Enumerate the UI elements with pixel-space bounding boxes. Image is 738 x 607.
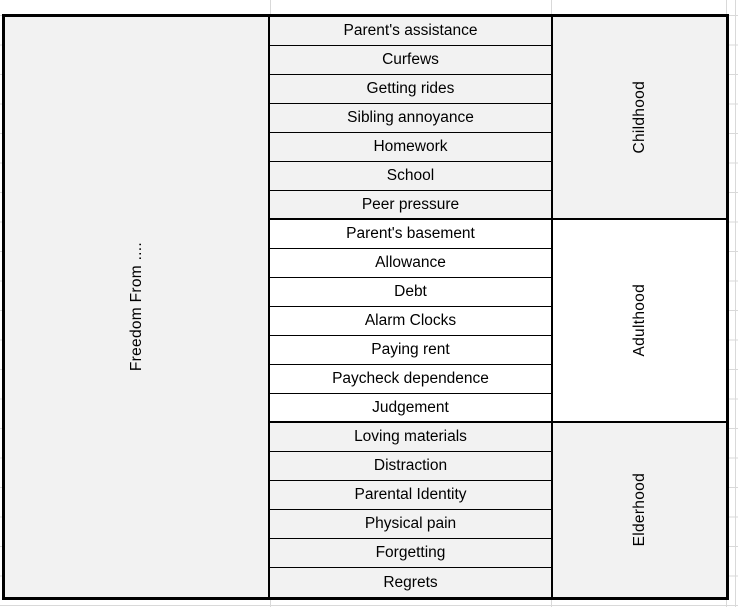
item-label: Paycheck dependence (332, 370, 489, 388)
item-label: Sibling annoyance (347, 109, 474, 127)
item-cell[interactable]: Debt (270, 278, 551, 307)
item-cell[interactable]: Parent's assistance (270, 17, 551, 46)
column-gridline (735, 0, 736, 607)
item-label: Parent's basement (346, 225, 475, 243)
item-label: Parental Identity (354, 486, 467, 504)
item-cell[interactable]: School (270, 162, 551, 191)
item-cell[interactable]: Peer pressure (270, 191, 551, 220)
item-label: Parent's assistance (343, 22, 478, 40)
item-label: Physical pain (364, 515, 457, 533)
item-label: Allowance (375, 254, 446, 272)
item-label: Peer pressure (361, 195, 460, 213)
item-cell[interactable]: Getting rides (270, 75, 551, 104)
item-label: Debt (394, 283, 427, 301)
freedom-from-table: Freedom From .... Parent's assistance Cu… (2, 14, 729, 600)
section-cell-childhood[interactable]: Childhood (553, 17, 726, 220)
item-cell[interactable]: Allowance (270, 249, 551, 278)
item-cell[interactable]: Paying rent (270, 336, 551, 365)
item-label: Distraction (373, 457, 448, 475)
item-cell[interactable]: Alarm Clocks (270, 307, 551, 336)
section-label: Adulthood (630, 284, 648, 357)
item-label: Judgement (372, 398, 449, 416)
items-column: Parent's assistance Curfews Getting ride… (270, 17, 551, 597)
section-label: Elderhood (630, 473, 648, 547)
section-label: Childhood (630, 81, 648, 154)
item-label: School (386, 167, 435, 185)
item-cell[interactable]: Physical pain (270, 510, 551, 539)
item-cell[interactable]: Parent's basement (270, 220, 551, 249)
sections-column: Childhood Adulthood Elderhood (551, 17, 726, 597)
item-cell[interactable]: Sibling annoyance (270, 104, 551, 133)
item-cell[interactable]: Parental Identity (270, 481, 551, 510)
item-cell[interactable]: Loving materials (270, 423, 551, 452)
section-cell-elderhood[interactable]: Elderhood (553, 423, 726, 597)
item-label: Regrets (383, 573, 438, 591)
section-cell-adulthood[interactable]: Adulthood (553, 220, 726, 423)
item-label: Curfews (382, 51, 439, 69)
item-label: Getting rides (366, 80, 455, 98)
freedom-from-label: Freedom From .... (127, 242, 145, 372)
item-cell[interactable]: Distraction (270, 452, 551, 481)
item-cell[interactable]: Judgement (270, 394, 551, 423)
item-label: Paying rent (371, 341, 450, 359)
item-cell[interactable]: Forgetting (270, 539, 551, 568)
item-label: Forgetting (375, 544, 446, 562)
row-header-cell-freedom-from[interactable]: Freedom From .... (5, 17, 270, 597)
item-label: Loving materials (354, 428, 467, 446)
item-label: Alarm Clocks (364, 312, 457, 330)
item-label: Homework (373, 138, 448, 156)
item-cell[interactable]: Homework (270, 133, 551, 162)
item-cell[interactable]: Curfews (270, 46, 551, 75)
item-cell[interactable]: Paycheck dependence (270, 365, 551, 394)
item-cell[interactable]: Regrets (270, 568, 551, 597)
